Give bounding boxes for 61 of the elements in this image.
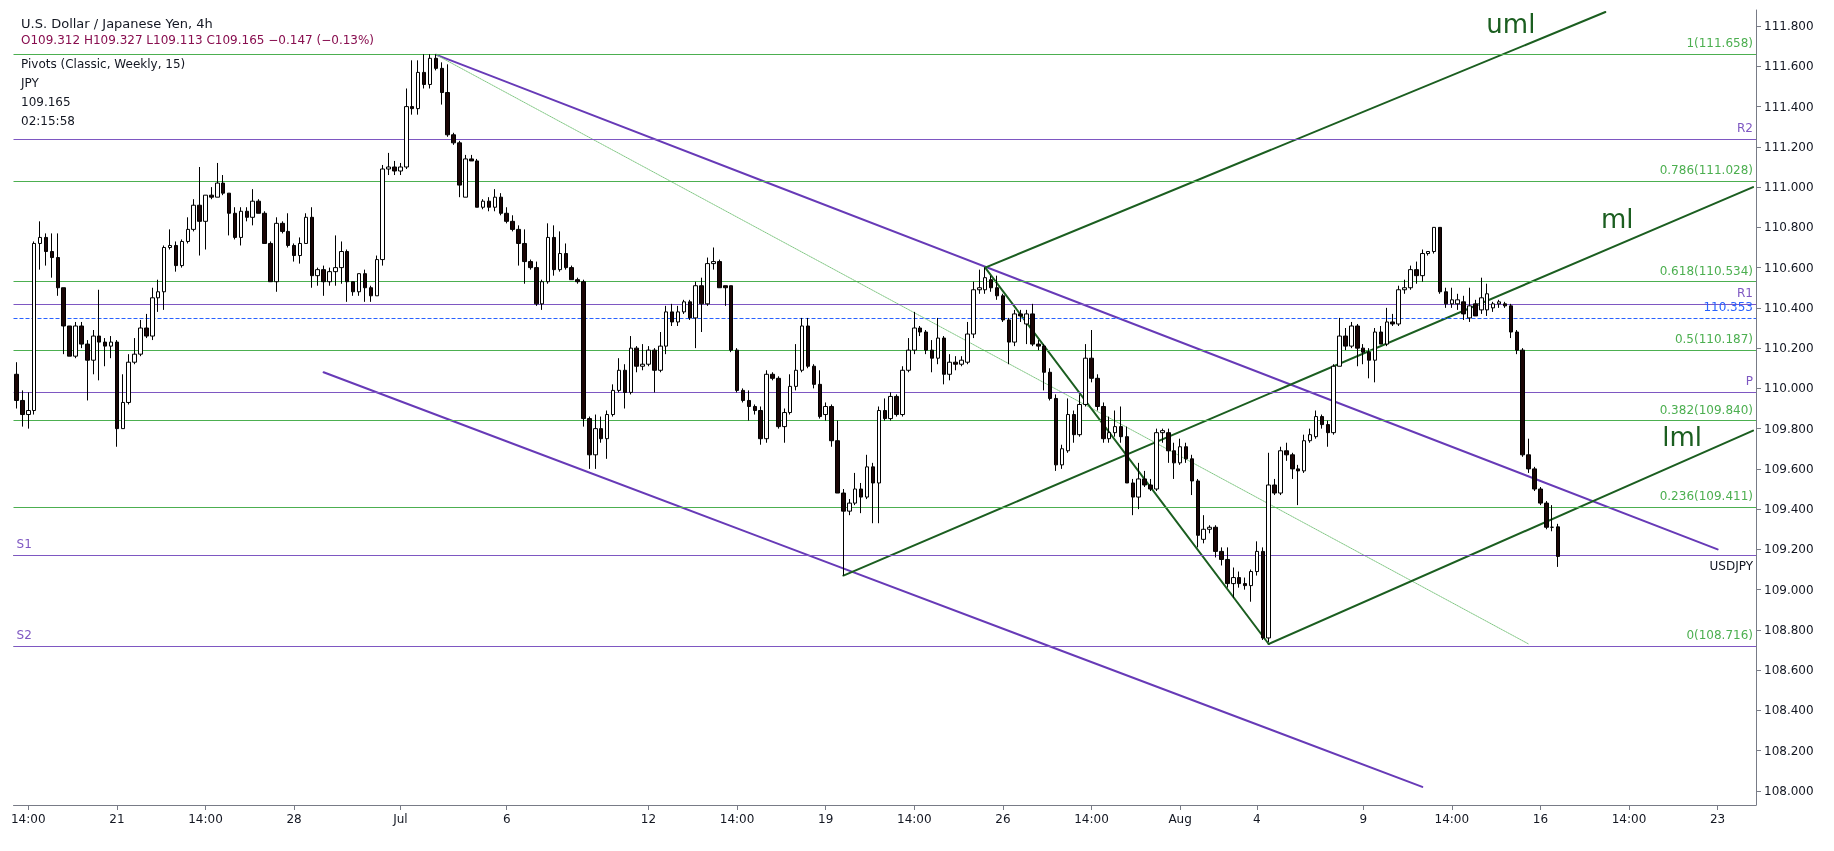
- y-tick-label: 110.600: [1764, 260, 1814, 275]
- x-tick-label: 14:00: [10, 812, 46, 826]
- x-tick-label: 14:00: [719, 812, 755, 826]
- y-tick-label: 109.000: [1764, 582, 1814, 597]
- y-tick-label: 109.600: [1764, 461, 1814, 476]
- text: U.S. Dollar / Japanese Yen, 4h: [21, 16, 213, 31]
- y-tick-label: 109.200: [1764, 542, 1814, 557]
- series-label: uml: [1486, 9, 1536, 40]
- ref-line-label: R2: [1737, 120, 1753, 135]
- x-tick-label: 14:00: [1074, 812, 1109, 826]
- series-label: ml: [1600, 204, 1634, 235]
- annotation: 109.165: [21, 95, 71, 109]
- y-tick-label: 110.800: [1764, 220, 1814, 235]
- y-tick-label: 108.400: [1764, 703, 1814, 718]
- ref-line-label: S1: [16, 537, 32, 552]
- y-tick-label: 111.000: [1764, 180, 1814, 195]
- x-tick-label: 23: [1709, 812, 1726, 826]
- y-tick-label: 111.200: [1764, 139, 1814, 154]
- ref-line-label: S2: [16, 628, 32, 642]
- x-tick-label: 4: [1253, 812, 1261, 826]
- x-tick-label: 28: [286, 812, 302, 826]
- x-tick-label: 14:00: [896, 812, 932, 826]
- x-tick-label: Jul: [392, 812, 408, 826]
- y-tick-label: 111.800: [1764, 19, 1814, 34]
- x-tick-label: 14:00: [188, 812, 223, 826]
- series-label: lml: [1662, 421, 1703, 452]
- x-tick-label: 14:00: [1434, 812, 1470, 826]
- y-tick-label: 110.000: [1764, 381, 1814, 396]
- ref-line-label: USDJPY: [1709, 559, 1754, 574]
- y-tick-label: 110.400: [1764, 300, 1814, 315]
- y-tick-label: 109.800: [1764, 421, 1814, 436]
- y-tick-label: 108.600: [1764, 663, 1814, 678]
- x-tick-label: 16: [1532, 812, 1549, 826]
- x-tick-label: 21: [109, 812, 125, 826]
- ref-line-label: R1: [1737, 285, 1753, 300]
- ref-line-label: 0.5(110.187): [1674, 332, 1753, 347]
- y-tick-label: 111.600: [1764, 59, 1814, 74]
- x-tick-label: 12: [640, 812, 657, 826]
- ref-line-label: 0.236(109.411): [1659, 489, 1753, 504]
- ref-line-label: 1(111.658): [1686, 36, 1753, 51]
- y-tick-label: 111.400: [1764, 99, 1814, 114]
- x-tick-label: Aug: [1168, 812, 1192, 826]
- x-tick-label: 6: [502, 812, 511, 826]
- y-tick-label: 110.200: [1764, 341, 1814, 356]
- ref-line-label: 0.618(110.534): [1659, 263, 1753, 278]
- y-tick-label: 108.800: [1764, 622, 1814, 637]
- y-tick-label: 108.000: [1764, 783, 1814, 798]
- ref-line-label: 0(108.716): [1686, 628, 1753, 642]
- annotation: 02:15:58: [21, 114, 75, 128]
- x-tick-label: 19: [818, 812, 834, 826]
- annotation: Pivots (Classic, Weekly, 15): [21, 57, 186, 71]
- y-tick-label: 108.200: [1764, 743, 1814, 758]
- x-tick-label: 14:00: [1611, 812, 1647, 826]
- text: O109.312 H109.327 L109.113 C109.165 −0.147 (−0.13%): [21, 33, 375, 47]
- x-tick-label: 26: [995, 812, 1011, 826]
- ref-line-label: 0.786(111.028): [1659, 163, 1753, 178]
- annotation: JPY: [20, 76, 40, 90]
- x-tick-label: 9: [1359, 812, 1368, 826]
- ref-line-label: 0.382(109.840): [1659, 402, 1753, 417]
- y-tick-label: 109.400: [1764, 502, 1814, 517]
- ref-line-label: P: [1745, 374, 1753, 389]
